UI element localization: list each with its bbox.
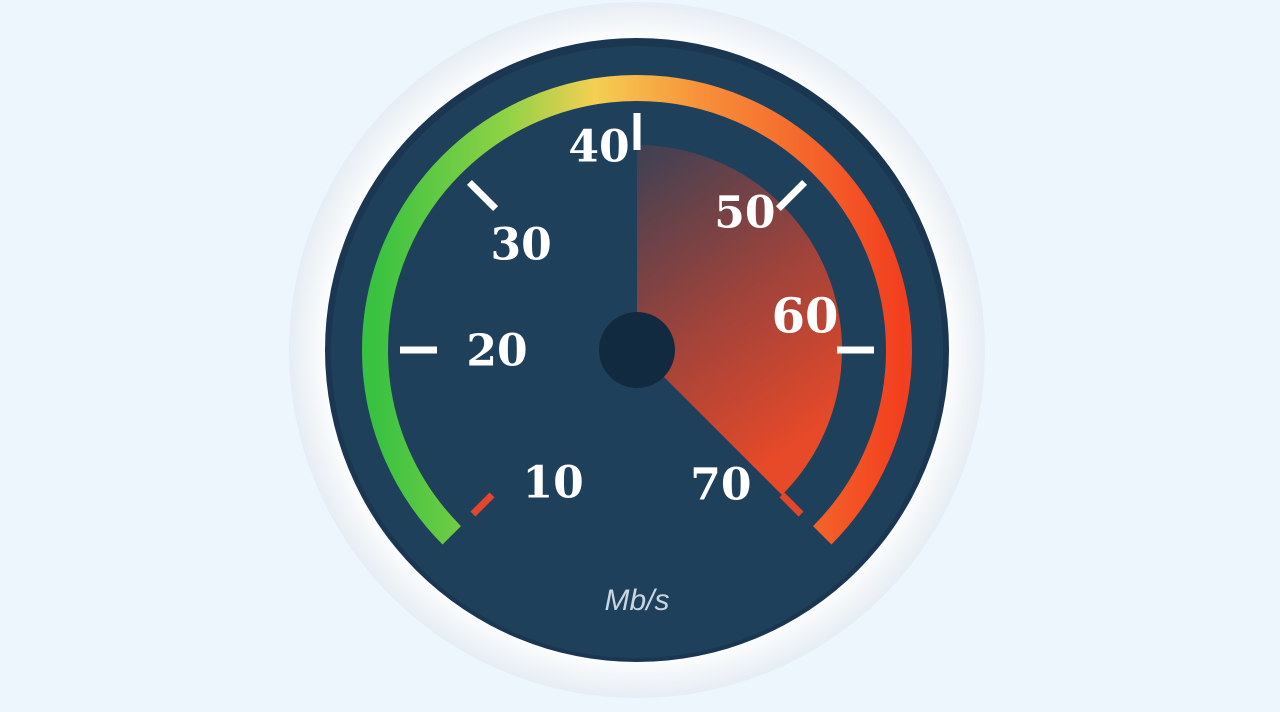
tick-mark-10 xyxy=(470,492,495,517)
needle-hub xyxy=(599,312,675,388)
tick-label-30: 30 xyxy=(491,220,552,271)
tick-labels: 10 20 30 40 50 60 70 xyxy=(466,122,838,511)
speed-color-arc xyxy=(362,75,912,545)
tick-label-70: 70 xyxy=(690,459,751,510)
tick-mark-70 xyxy=(779,492,804,517)
tick-marks xyxy=(400,113,874,517)
tick-label-60: 60 xyxy=(772,289,839,345)
unit-label: Mb/s xyxy=(604,584,669,617)
tick-mark-50 xyxy=(775,179,808,212)
needle-sweep-sector xyxy=(637,145,843,495)
tick-mark-30 xyxy=(466,179,499,212)
tick-label-50: 50 xyxy=(714,188,775,239)
tick-label-10: 10 xyxy=(523,457,584,508)
tick-label-20: 20 xyxy=(466,326,527,377)
tick-label-40: 40 xyxy=(568,122,629,173)
